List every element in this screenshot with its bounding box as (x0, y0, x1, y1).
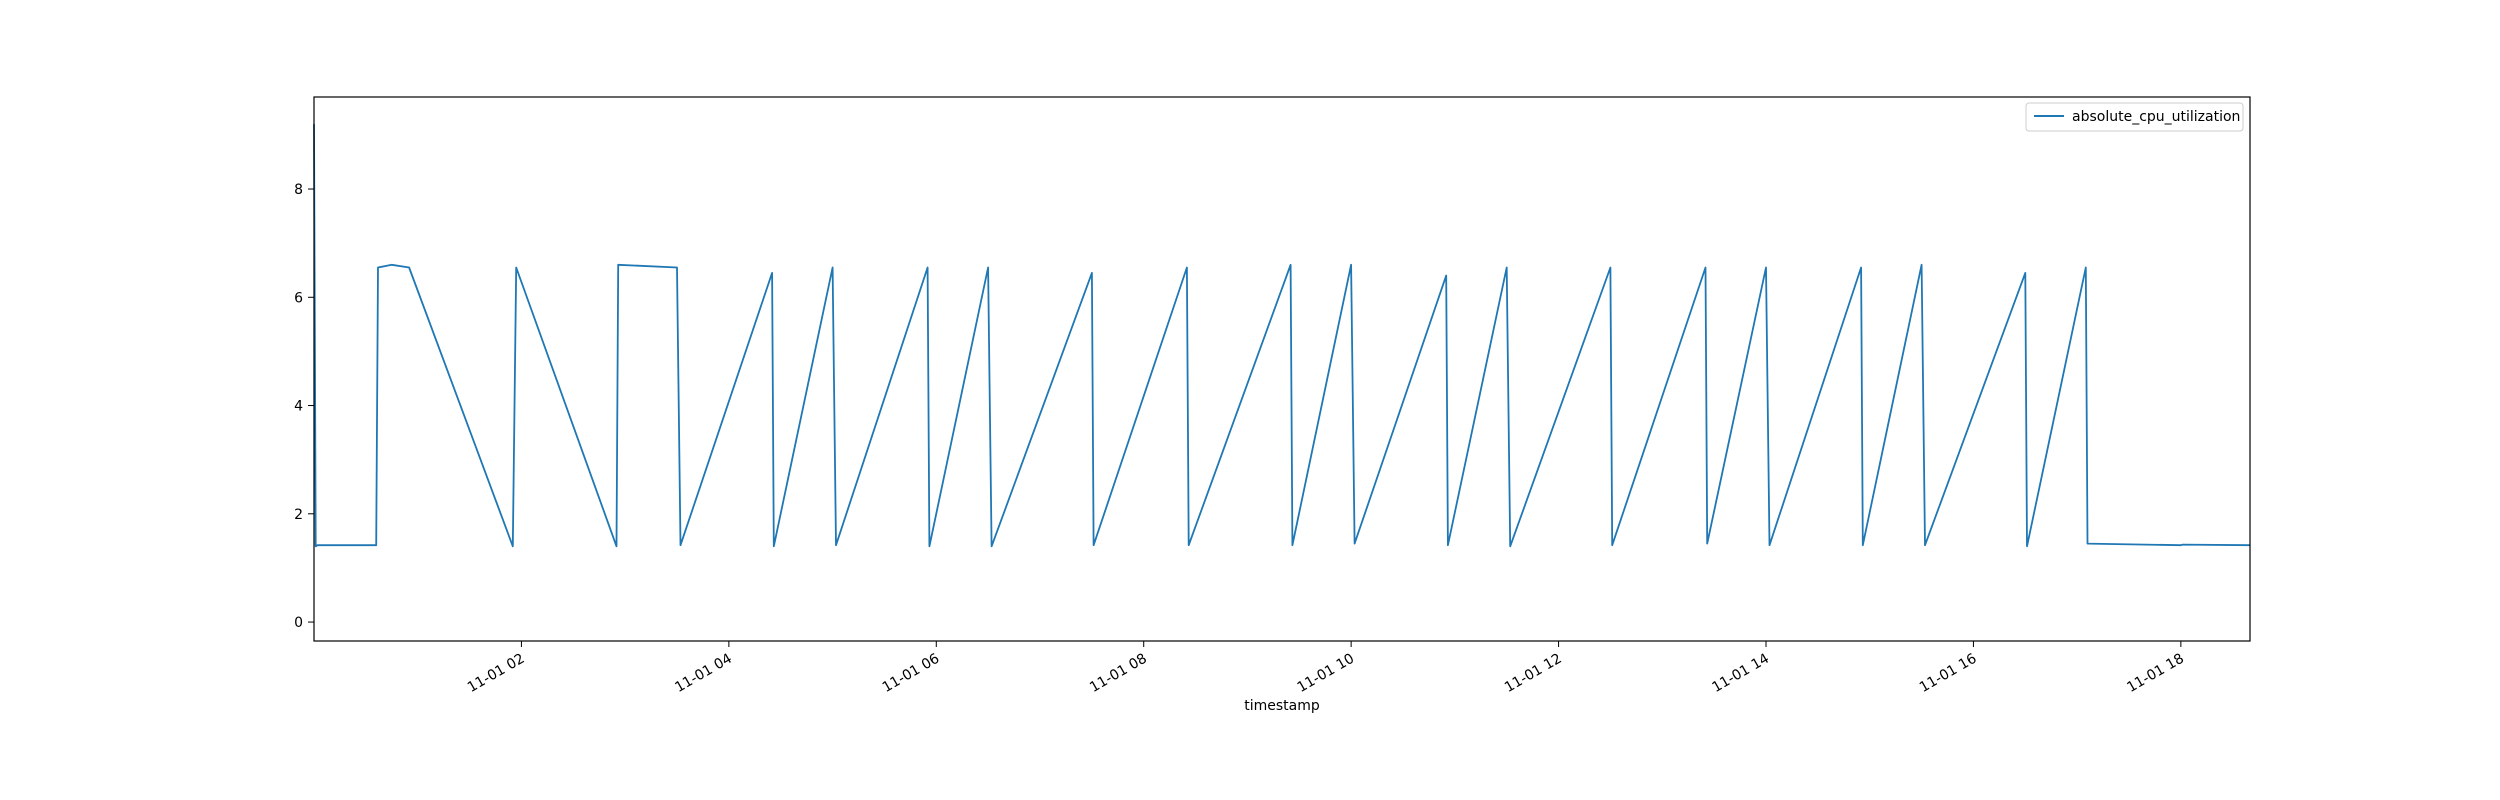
y-tick-label: 0 (294, 615, 303, 631)
x-axis-label: timestamp (1244, 698, 1320, 714)
y-tick-label: 2 (294, 507, 303, 523)
legend: absolute_cpu_utilization (2025, 102, 2244, 132)
y-tick-label: 6 (294, 290, 303, 306)
x-tick-label: 11-01 16 (1917, 651, 1980, 696)
x-tick-label: 11-01 10 (1295, 651, 1358, 696)
x-tick-label: 11-01 12 (1502, 651, 1565, 696)
x-tick-label: 11-01 04 (672, 651, 735, 696)
plot-frame (313, 96, 2251, 642)
series-line-absolute-cpu-utilization (313, 124, 2251, 548)
x-tick-label: 11-01 06 (880, 651, 943, 696)
x-tick-label: 11-01 08 (1087, 651, 1150, 696)
y-tick-label: 8 (294, 182, 303, 198)
legend-frame (2025, 102, 2244, 132)
y-tick-label: 4 (294, 399, 303, 415)
x-tick-label: 11-01 18 (2124, 651, 2187, 696)
x-axis: 11-01 02 11-01 04 11-01 06 11-01 08 11-01 10… (465, 641, 2187, 696)
x-tick-label: 11-01 14 (1709, 651, 1772, 696)
plot-content (313, 124, 2251, 548)
x-tick-label: 11-01 02 (465, 651, 528, 696)
y-axis: 0 2 4 6 8 (294, 182, 314, 631)
legend-label-absolute-cpu-utilization: absolute_cpu_utilization (2072, 109, 2240, 125)
